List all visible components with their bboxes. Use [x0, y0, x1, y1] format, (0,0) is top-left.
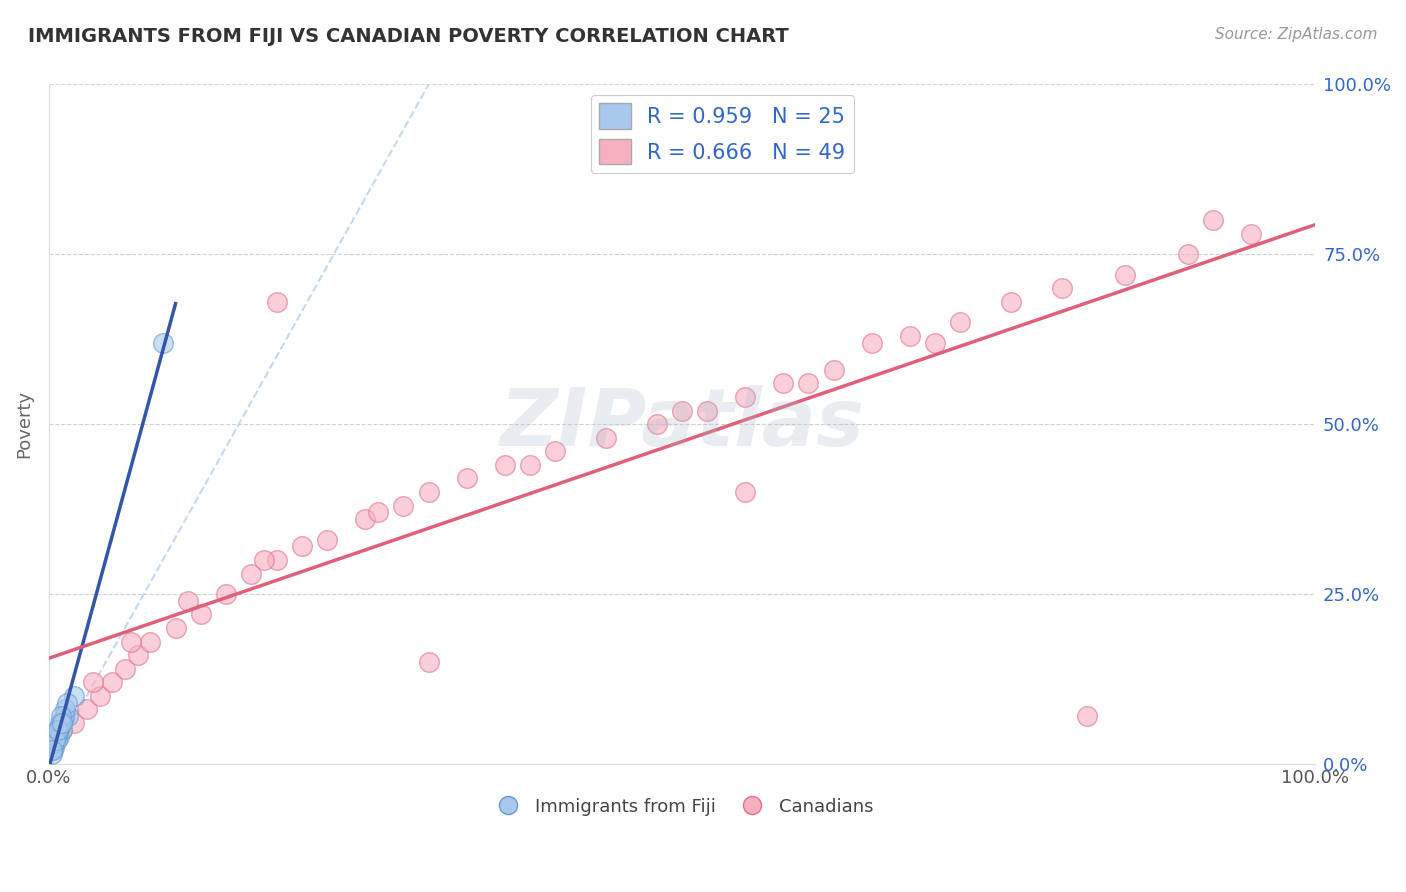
Point: [139, 634, 162, 648]
Point: [114, 662, 136, 676]
Point: [1076, 709, 1098, 723]
Point: [949, 315, 972, 329]
Point: [45, 733, 67, 747]
Point: [51, 716, 73, 731]
Point: [101, 675, 124, 690]
Point: [544, 444, 567, 458]
Point: [367, 505, 389, 519]
Point: [46, 726, 69, 740]
Point: [1202, 213, 1225, 227]
Point: [266, 294, 288, 309]
Point: [392, 499, 415, 513]
Point: [55, 696, 77, 710]
Point: [1240, 227, 1263, 241]
Point: [127, 648, 149, 662]
Point: [89, 689, 111, 703]
Point: [291, 540, 314, 554]
Point: [354, 512, 377, 526]
Point: [595, 431, 617, 445]
Point: [316, 533, 339, 547]
Point: [797, 376, 820, 391]
Point: [418, 485, 440, 500]
Point: [671, 403, 693, 417]
Point: [51, 723, 73, 737]
Point: [696, 403, 718, 417]
Point: [76, 702, 98, 716]
Point: [734, 485, 756, 500]
Point: [82, 675, 104, 690]
Legend: Immigrants from Fiji, Canadians: Immigrants from Fiji, Canadians: [482, 790, 882, 822]
Point: [190, 607, 212, 622]
Point: [1000, 294, 1022, 309]
Text: ZIPatlas: ZIPatlas: [499, 385, 865, 463]
Point: [56, 709, 79, 723]
Text: Source: ZipAtlas.com: Source: ZipAtlas.com: [1215, 27, 1378, 42]
Point: [165, 621, 187, 635]
Point: [177, 594, 200, 608]
Point: [53, 709, 76, 723]
Point: [120, 634, 142, 648]
Point: [52, 713, 75, 727]
Point: [215, 587, 238, 601]
Point: [42, 736, 65, 750]
Y-axis label: Poverty: Poverty: [15, 390, 32, 458]
Point: [772, 376, 794, 391]
Point: [152, 335, 174, 350]
Point: [924, 335, 946, 350]
Point: [1114, 268, 1136, 282]
Point: [44, 733, 66, 747]
Point: [266, 553, 288, 567]
Point: [41, 747, 63, 761]
Text: IMMIGRANTS FROM FIJI VS CANADIAN POVERTY CORRELATION CHART: IMMIGRANTS FROM FIJI VS CANADIAN POVERTY…: [28, 27, 789, 45]
Point: [418, 655, 440, 669]
Point: [519, 458, 541, 472]
Point: [45, 730, 67, 744]
Point: [253, 553, 276, 567]
Point: [63, 716, 86, 731]
Point: [63, 689, 86, 703]
Point: [1177, 247, 1199, 261]
Point: [860, 335, 883, 350]
Point: [645, 417, 668, 431]
Point: [41, 743, 63, 757]
Point: [240, 566, 263, 581]
Point: [44, 736, 66, 750]
Point: [51, 723, 73, 737]
Point: [49, 719, 72, 733]
Point: [48, 730, 70, 744]
Point: [456, 471, 478, 485]
Point: [46, 723, 69, 737]
Point: [48, 716, 70, 731]
Point: [49, 709, 72, 723]
Point: [48, 723, 70, 737]
Point: [1050, 281, 1073, 295]
Point: [42, 739, 65, 754]
Point: [55, 702, 77, 716]
Point: [898, 328, 921, 343]
Point: [42, 743, 65, 757]
Point: [734, 390, 756, 404]
Point: [823, 363, 845, 377]
Point: [494, 458, 516, 472]
